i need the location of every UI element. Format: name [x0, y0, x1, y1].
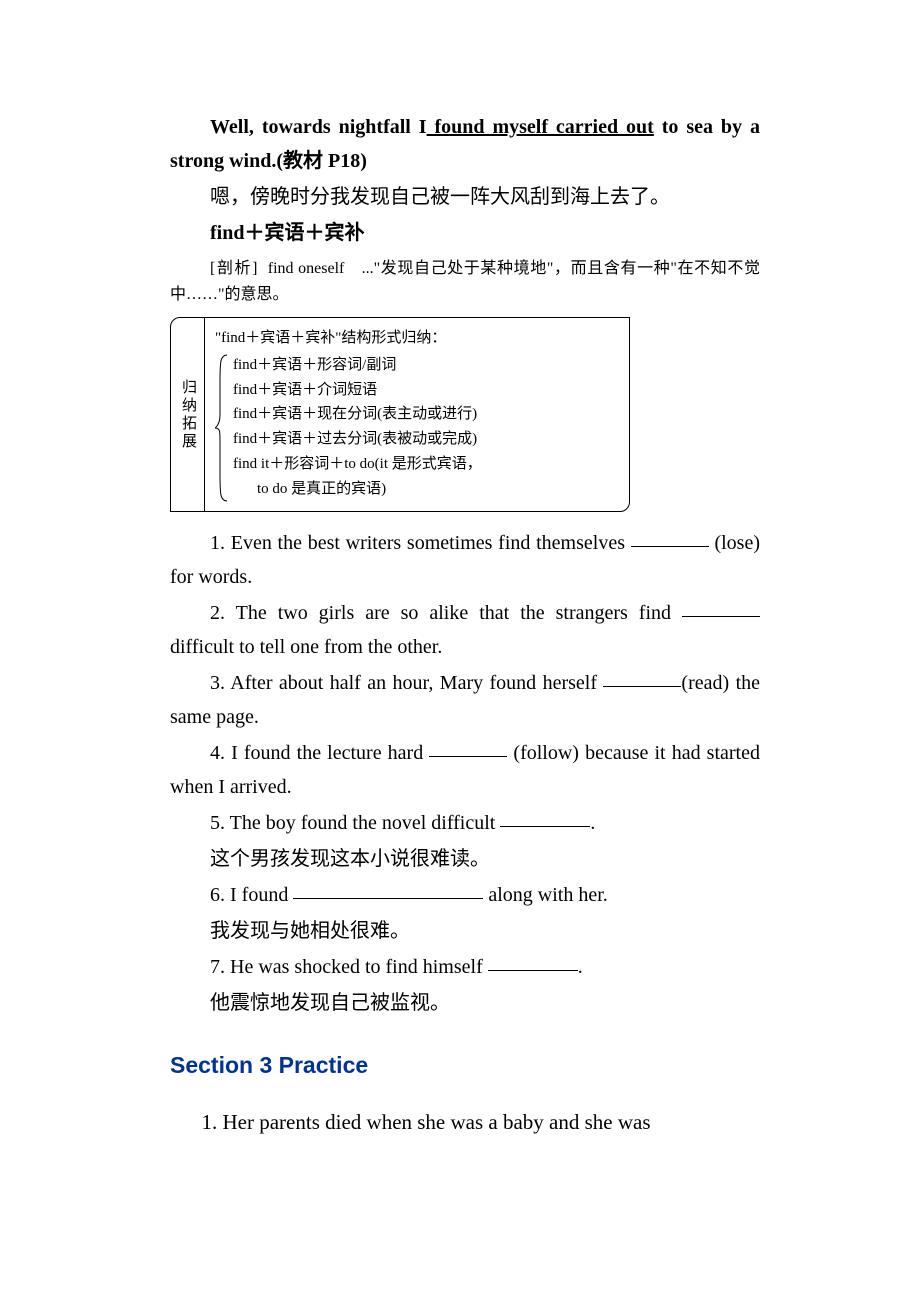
brace-group: find＋宾语＋形容词/副词 find＋宾语＋介词短语 find＋宾语＋现在分词…: [215, 353, 619, 503]
analysis-paragraph: [剖析] find oneself ..."发现自己处于某种境地"，而且含有一种…: [170, 256, 760, 307]
blank[interactable]: [293, 879, 483, 899]
summary-item: find＋宾语＋过去分词(表被动或完成): [233, 427, 619, 452]
summary-content: "find＋宾语＋宾补"结构形式归纳： find＋宾语＋形容词/副词 find＋…: [205, 318, 629, 511]
brace-content: find＋宾语＋形容词/副词 find＋宾语＋介词短语 find＋宾语＋现在分词…: [229, 353, 619, 503]
practice-1: 1. Her parents died when she was a baby …: [170, 1103, 760, 1143]
summary-item: find it＋形容词＋to do(it 是形式宾语，: [233, 452, 619, 477]
exercise-1: 1. Even the best writers sometimes find …: [170, 526, 760, 594]
ex-text: 5. The boy found the novel difficult: [210, 812, 500, 834]
exercise-2: 2. The two girls are so alike that the s…: [170, 596, 760, 664]
blank[interactable]: [488, 951, 578, 971]
sentence-underlined: found myself carried out: [427, 116, 654, 138]
ex-text: difficult to tell one from the other.: [170, 636, 442, 658]
ex-text: .: [590, 812, 595, 834]
ex-text: 1. Even the best writers sometimes find …: [210, 532, 631, 554]
analysis-mid: ，而且含有一种: [553, 260, 670, 277]
ex-text: .: [578, 956, 583, 978]
analysis-pre: find oneself ...: [268, 260, 374, 277]
brace-icon: [215, 353, 229, 503]
exercise-5: 5. The boy found the novel difficult .: [170, 806, 760, 840]
analysis-q1: "发现自己处于某种境地": [374, 260, 554, 277]
blank[interactable]: [631, 527, 709, 547]
section-title: Section 3 Practice: [170, 1052, 760, 1079]
exercise-3: 3. After about half an hour, Mary found …: [170, 666, 760, 734]
summary-item: find＋宾语＋现在分词(表主动或进行): [233, 402, 619, 427]
translation: 嗯，傍晚时分我发现自己被一阵大风刮到海上去了。: [170, 180, 760, 214]
blank[interactable]: [429, 737, 507, 757]
summary-box: 归纳拓展 "find＋宾语＋宾补"结构形式归纳： find＋宾语＋形容词/副词 …: [170, 317, 630, 512]
summary-item: to do 是真正的宾语): [233, 477, 619, 502]
example-sentence: Well, towards nightfall I found myself c…: [170, 110, 760, 178]
blank[interactable]: [682, 597, 760, 617]
exercise-5-cn: 这个男孩发现这本小说很难读。: [170, 842, 760, 876]
sentence-pre: Well, towards nightfall I: [210, 116, 427, 138]
exercise-6: 6. I found along with her.: [170, 878, 760, 912]
structure-label: find＋宾语＋宾补: [170, 216, 760, 250]
summary-title: "find＋宾语＋宾补"结构形式归纳：: [215, 326, 619, 351]
ex-text: 2. The two girls are so alike that the s…: [210, 602, 682, 624]
summary-side: 归纳拓展: [171, 318, 205, 511]
ex-text: 3. After about half an hour, Mary found …: [210, 672, 603, 694]
summary-item: find＋宾语＋形容词/副词: [233, 353, 619, 378]
ex-text: 7. He was shocked to find himself: [210, 956, 488, 978]
analysis-post: 的意思。: [225, 286, 289, 303]
summary-item: find＋宾语＋介词短语: [233, 378, 619, 403]
analysis-label: [剖析]: [210, 260, 259, 277]
exercise-7: 7. He was shocked to find himself .: [170, 950, 760, 984]
blank[interactable]: [603, 667, 681, 687]
ex-text: 6. I found: [210, 884, 293, 906]
summary-side-label: 归纳拓展: [180, 379, 195, 451]
blank[interactable]: [500, 807, 590, 827]
exercise-4: 4. I found the lecture hard (follow) bec…: [170, 736, 760, 804]
ex-text: 4. I found the lecture hard: [210, 742, 429, 764]
ex-text: along with her.: [483, 884, 607, 906]
exercise-6-cn: 我发现与她相处很难。: [170, 914, 760, 948]
exercise-7-cn: 他震惊地发现自己被监视。: [170, 986, 760, 1020]
